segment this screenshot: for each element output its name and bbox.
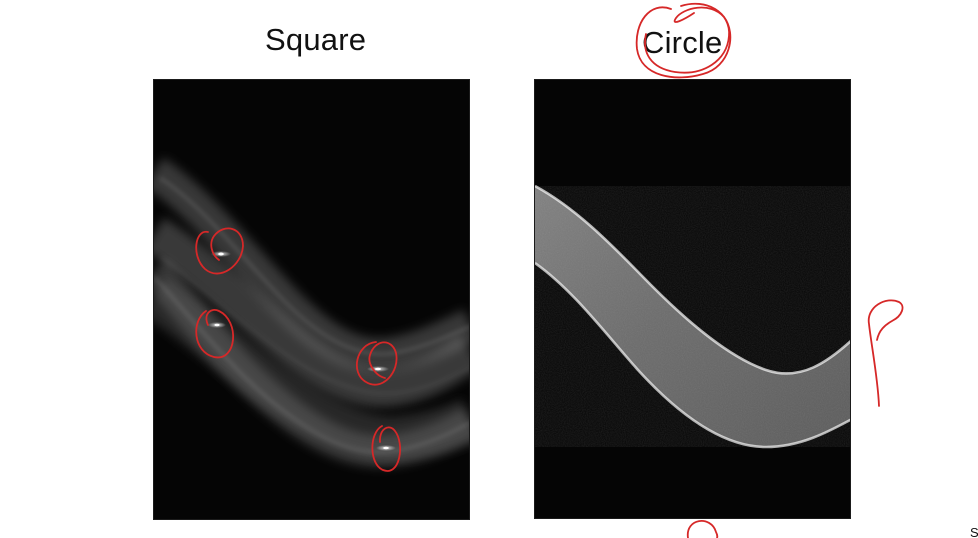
square-title: Square [265, 22, 367, 57]
square-sinogram-image [154, 80, 469, 519]
circle-title: Circle [642, 25, 723, 60]
bottom-red-circle-annotation [687, 520, 719, 538]
circle-sinogram-panel [534, 79, 851, 519]
square-sinogram-panel [153, 79, 470, 520]
circle-sinogram-image [535, 80, 850, 518]
circle-sinogram-texture [535, 186, 850, 447]
bottom-right-partial-label: S [970, 525, 978, 538]
right-margin-red-scribble-annotation [867, 299, 904, 407]
circle-band-lower-edge [535, 261, 850, 449]
circle-band-upper-edge [535, 184, 850, 375]
